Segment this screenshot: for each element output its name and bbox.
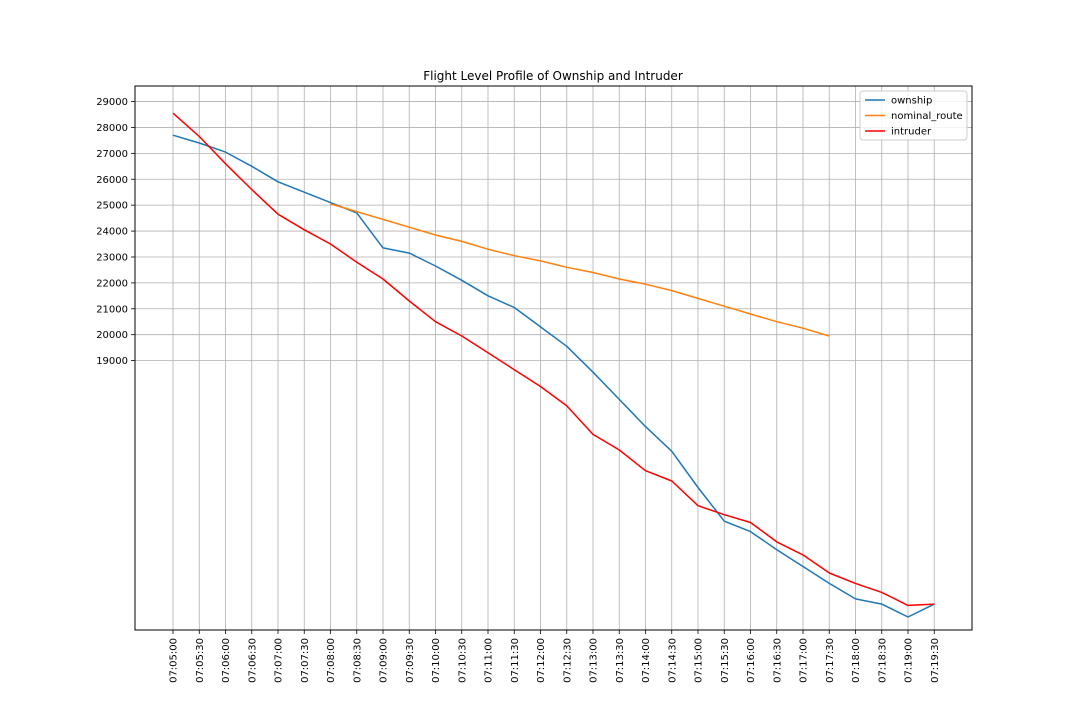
grid-lines: [135, 86, 972, 630]
y-tick-label: 29000: [96, 97, 128, 108]
y-tick-label: 25000: [96, 201, 128, 212]
x-tick-label: 07:18:30: [877, 638, 888, 683]
x-tick-label: 07:11:00: [484, 638, 495, 683]
y-tick-label: 26000: [96, 175, 128, 186]
x-tick-label: 07:10:30: [457, 638, 468, 683]
y-tick-label: 19000: [96, 356, 128, 367]
legend-label: nominal_route: [891, 111, 963, 122]
y-tick-label: 21000: [96, 304, 128, 315]
y-tick-label: 20000: [96, 330, 128, 341]
x-tick-label: 07:14:30: [667, 638, 678, 683]
x-tick-label: 07:18:00: [851, 638, 862, 683]
x-tick-label: 07:17:30: [825, 638, 836, 683]
series-line-ownship: [172, 134, 935, 618]
x-tick-label: 07:07:00: [274, 638, 285, 683]
y-axis-ticks: 19000 20000 21000 22000 23000 24000 25000 26000…: [96, 97, 135, 367]
series-lines: [172, 112, 935, 618]
y-tick-label: 23000: [96, 252, 128, 263]
legend-label: ownship: [891, 96, 932, 107]
x-tick-label: 07:09:30: [405, 638, 416, 683]
x-tick-label: 07:06:30: [247, 638, 258, 683]
y-tick-label: 28000: [96, 123, 128, 134]
x-tick-label: 07:08:30: [352, 638, 363, 683]
x-tick-label: 07:10:00: [431, 638, 442, 683]
x-tick-label: 07:13:00: [589, 638, 600, 683]
legend-box: [859, 90, 968, 141]
x-tick-label: 07:11:30: [510, 638, 521, 683]
legend-label: intruder: [891, 127, 932, 138]
x-tick-label: 07:12:00: [536, 638, 547, 683]
x-tick-label: 07:19:30: [930, 638, 941, 683]
y-tick-label: 27000: [96, 149, 128, 160]
x-tick-label: 07:14:00: [641, 638, 652, 683]
x-tick-label: 07:15:00: [694, 638, 705, 683]
legend: ownship nominal_route intruder: [859, 90, 968, 141]
x-tick-label: 07:06:00: [221, 638, 232, 683]
x-tick-label: 07:16:00: [746, 638, 757, 683]
x-tick-label: 07:09:00: [379, 638, 390, 683]
x-tick-label: 07:16:30: [772, 638, 783, 683]
x-tick-label: 07:08:00: [326, 638, 337, 683]
x-tick-label: 07:12:30: [562, 638, 573, 683]
plot-frame: [134, 85, 973, 631]
x-tick-label: 07:07:30: [300, 638, 311, 683]
series-line-nominal-route: [330, 203, 830, 337]
series-line-intruder: [172, 112, 935, 607]
chart-title: Flight Level Profile of Ownship and Intr…: [423, 69, 683, 83]
y-tick-label: 24000: [96, 227, 128, 238]
x-tick-label: 07:05:30: [195, 638, 206, 683]
x-tick-label: 07:17:00: [799, 638, 810, 683]
y-tick-label: 22000: [96, 278, 128, 289]
x-tick-label: 07:13:30: [615, 638, 626, 683]
x-tick-label: 07:15:30: [720, 638, 731, 683]
x-axis-ticks: 07:05:00 07:05:30 07:06:00 07:06:30 07:07:00…: [169, 630, 941, 683]
x-tick-label: 07:19:00: [904, 638, 915, 683]
x-tick-label: 07:05:00: [169, 638, 180, 683]
